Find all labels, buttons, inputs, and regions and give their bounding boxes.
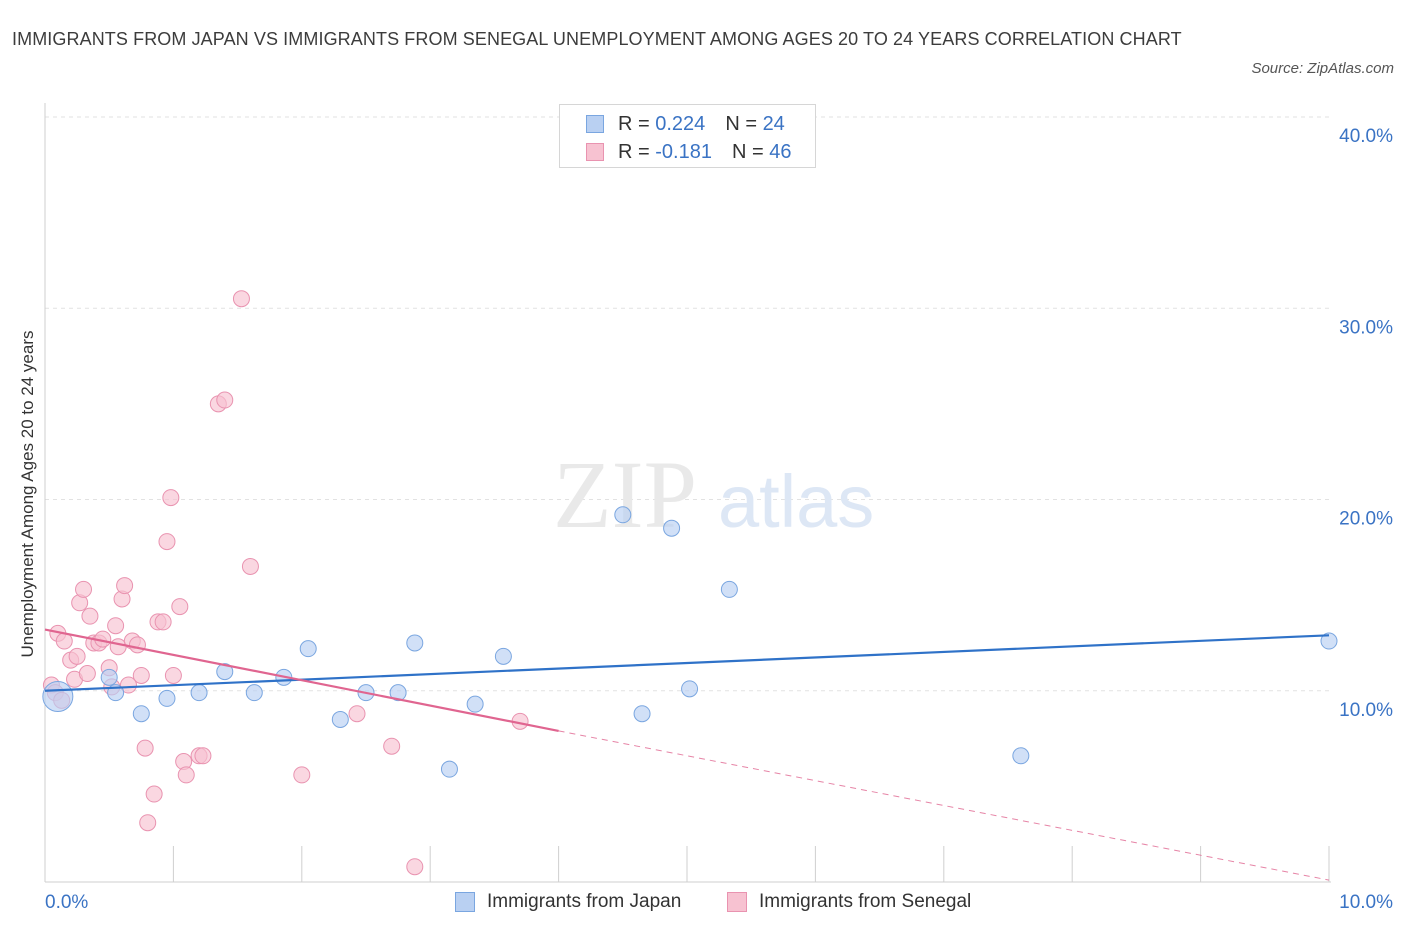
senegal-point [75,580,93,598]
japan-point [190,684,208,702]
y-tick-label: 40.0% [1339,126,1393,147]
japan-point [720,580,738,598]
senegal-point [68,647,86,665]
senegal-legend-label: Immigrants from Senegal [759,891,972,912]
senegal-point [164,666,182,684]
senegal-point [177,766,195,784]
japan-point [1012,747,1030,765]
senegal-point [116,577,134,595]
japan-point [663,519,681,537]
japan-point [132,705,150,723]
correlation-legend: R = 0.224 N = 24 R = -0.181 N = 46 [559,104,816,168]
japan-point [633,705,651,723]
senegal-legend-swatch [727,892,747,912]
senegal-point [154,613,172,631]
senegal-r-value: -0.181 [655,141,712,163]
japan-swatch [586,115,604,133]
senegal-point [293,766,311,784]
japan-point [299,640,317,658]
senegal-point [128,636,146,654]
japan-point [440,760,458,778]
x-tick-labels: 0.0% 10.0% [45,892,1393,913]
source-credit: Source: ZipAtlas.com [1251,60,1394,77]
senegal-n-label: N = [731,141,770,163]
senegal-n-value: 46 [769,141,792,163]
senegal-point [109,638,127,656]
senegal-point [383,737,401,755]
japan-r-value: 0.224 [655,113,706,135]
japan-n-value: 24 [762,113,785,135]
senegal-point [81,607,99,625]
senegal-point [119,676,137,694]
senegal-point [139,814,157,832]
senegal-point [241,557,259,575]
japan-point [614,506,632,524]
senegal-point [162,489,180,507]
senegal-point [216,391,234,409]
senegal-point [171,598,189,616]
japan-legend-swatch [455,892,475,912]
axes [44,103,1331,883]
japan-point [681,680,699,698]
senegal-swatch [586,143,604,161]
japan-point [100,668,118,686]
senegal-point [158,533,176,551]
senegal-point [78,665,96,683]
japan-point [1320,632,1338,650]
japan-point [389,684,407,702]
series-legend-japan: Immigrants from Japan [455,889,715,915]
chart-title: IMMIGRANTS FROM JAPAN VS IMMIGRANTS FROM… [12,29,1182,49]
japan-point [494,647,512,665]
senegal-point [194,747,212,765]
y-tick-labels: 10.0% 20.0% 30.0% 40.0% [1339,126,1393,721]
y-axis-label: Unemployment Among Ages 20 to 24 years [18,331,37,658]
japan-point [331,710,349,728]
japan-r-label: R = [618,113,656,135]
y-tick-label: 30.0% [1339,317,1393,338]
japan-point [245,684,263,702]
japan-trend-line [44,634,1330,692]
x-tick-label-min: 0.0% [45,892,88,913]
senegal-trend-extension [558,730,1330,881]
senegal-point [348,705,366,723]
gridlines [45,116,1329,692]
japan-point [42,680,74,712]
japan-n-label: N = [725,113,763,135]
senegal-point [232,290,250,308]
y-tick-label: 10.0% [1339,700,1393,721]
japan-point [158,689,176,707]
senegal-point [136,739,154,757]
watermark-atlas: atlas [718,460,874,543]
trend-lines [44,628,1330,881]
senegal-point [145,785,163,803]
japan-point [216,663,234,681]
senegal-point [132,666,150,684]
senegal-trend-line [44,628,559,732]
senegal-r-label: R = [618,141,656,163]
japan-legend-label: Immigrants from Japan [487,891,682,912]
x-tick-label-max: 10.0% [1339,892,1393,913]
series-legend-senegal: Immigrants from Senegal [727,889,1017,915]
senegal-points [42,290,529,876]
senegal-point [107,617,125,635]
senegal-point [406,858,424,876]
japan-point [466,695,484,713]
y-tick-label: 20.0% [1339,509,1393,530]
japan-point [406,634,424,652]
